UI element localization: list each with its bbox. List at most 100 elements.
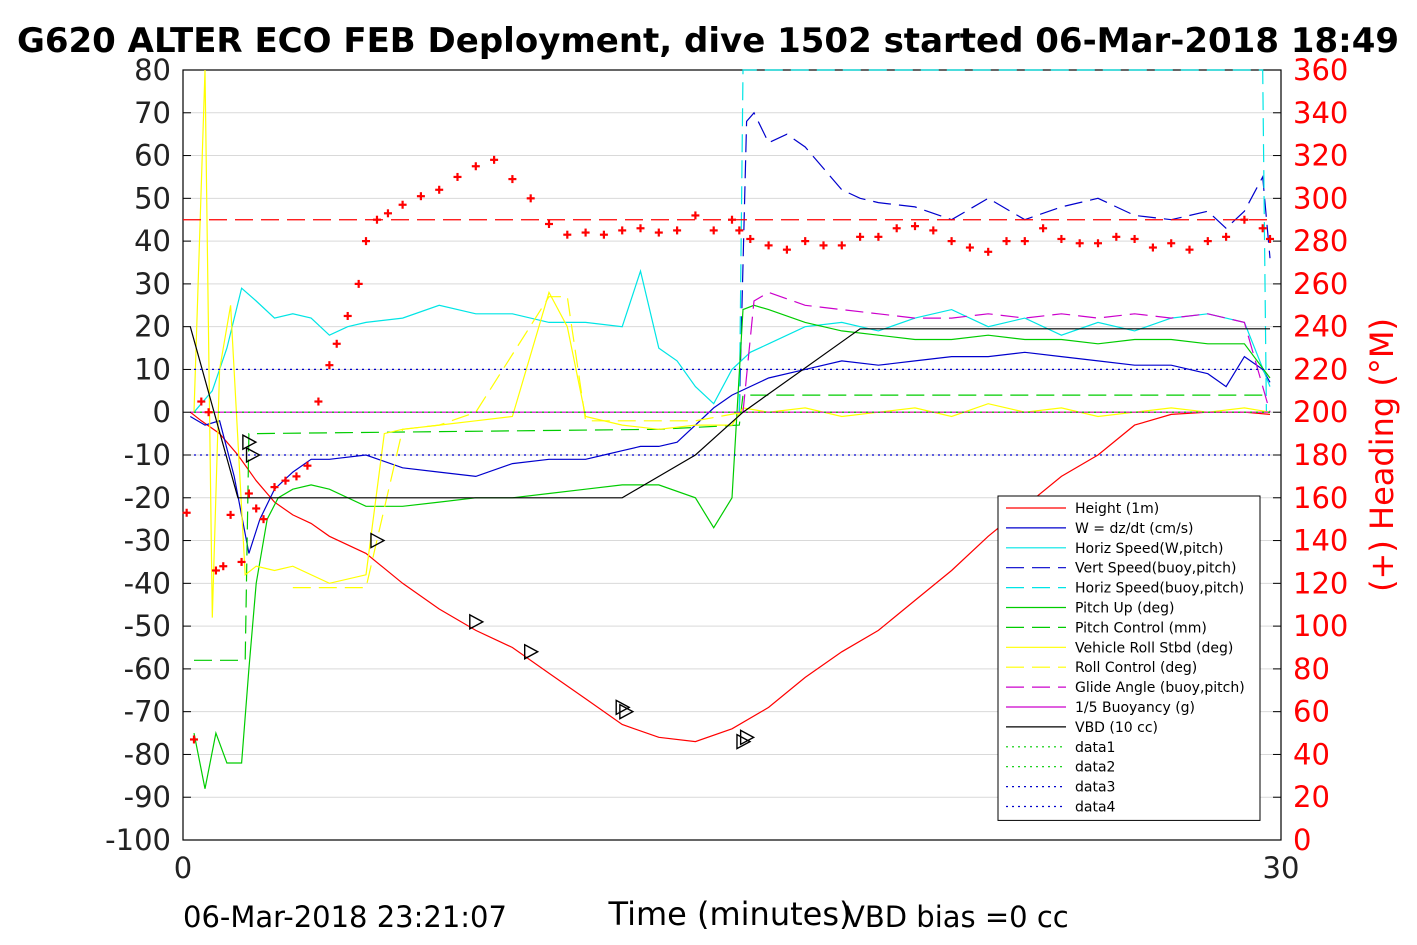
triangle-marker bbox=[245, 446, 262, 464]
left-y-tick-label: 30 bbox=[134, 267, 171, 301]
series-layer bbox=[189, 69, 1271, 789]
right-y-tick-label: 180 bbox=[1293, 438, 1348, 472]
triangle-marker bbox=[524, 643, 540, 660]
series-line-4 bbox=[738, 69, 1267, 413]
heading-point bbox=[453, 172, 462, 181]
heading-point bbox=[563, 230, 572, 239]
right-y-tick-label: 60 bbox=[1293, 695, 1330, 729]
heading-point bbox=[545, 220, 553, 228]
heading-point bbox=[244, 489, 253, 498]
legend-label: 1/5 Buoyancy (g) bbox=[1075, 700, 1195, 716]
series-line-8 bbox=[292, 296, 1270, 589]
left-y-tick-label: -100 bbox=[105, 823, 171, 857]
right-y-tick-label: 100 bbox=[1293, 609, 1348, 643]
heading-point bbox=[332, 339, 341, 348]
heading-point bbox=[343, 311, 352, 320]
heading-point bbox=[654, 228, 663, 237]
heading-point bbox=[764, 241, 773, 250]
heading-point bbox=[372, 215, 381, 224]
heading-point bbox=[1240, 215, 1249, 224]
x-tick-label: 30 bbox=[1263, 851, 1300, 885]
heading-point bbox=[837, 241, 846, 250]
heading-point bbox=[728, 215, 736, 224]
heading-point bbox=[182, 508, 191, 517]
footer-timestamp: 06-Mar-2018 23:21:07 bbox=[183, 900, 507, 934]
right-y-tick-label: 220 bbox=[1293, 352, 1348, 386]
legend-label: data3 bbox=[1075, 780, 1115, 796]
right-y-tick-label: 300 bbox=[1293, 181, 1348, 215]
heading-point bbox=[856, 232, 865, 241]
legend-label: Pitch Control (mm) bbox=[1075, 620, 1207, 636]
right-y-tick-label: 200 bbox=[1293, 395, 1348, 429]
right-y-axis-ticks: 3603403203002802602402202001801601401201… bbox=[1273, 53, 1348, 857]
heading-layer bbox=[182, 155, 1275, 744]
legend-label: data4 bbox=[1075, 800, 1116, 816]
heading-point bbox=[314, 397, 323, 406]
legend: Height (1m) W = dz/dt (cm/s) Horiz Speed(W… bbox=[997, 495, 1261, 821]
heading-point bbox=[416, 192, 425, 201]
heading-point bbox=[892, 224, 901, 233]
x-axis-label: Time (minutes) bbox=[608, 895, 852, 933]
series-line-3 bbox=[738, 111, 1271, 413]
heading-point bbox=[874, 232, 883, 241]
heading-point bbox=[189, 735, 198, 744]
heading-point bbox=[673, 226, 682, 235]
heading-point bbox=[746, 234, 755, 243]
legend-label: Height (1m) bbox=[1075, 501, 1159, 517]
heading-point bbox=[1167, 239, 1176, 248]
left-y-tick-label: -60 bbox=[124, 652, 171, 686]
heading-point bbox=[1203, 237, 1212, 246]
heading-point bbox=[252, 504, 261, 513]
left-y-axis-ticks: 80 70 60 50 40 30 20 10 0 -10 -20 -30 -40 -50 -60 -70 -8… bbox=[105, 53, 191, 857]
heading-point bbox=[270, 483, 279, 492]
x-axis-ticks: 0 30 bbox=[174, 851, 1300, 885]
left-y-tick-label: -40 bbox=[124, 566, 171, 600]
right-y-tick-label: 320 bbox=[1293, 139, 1348, 173]
legend-label: W = dz/dt (cm/s) bbox=[1075, 521, 1194, 537]
heading-point bbox=[636, 224, 645, 233]
right-y-tick-label: 260 bbox=[1293, 267, 1348, 301]
left-y-tick-label: 50 bbox=[134, 181, 171, 215]
heading-point bbox=[325, 361, 334, 370]
left-y-tick-label: -80 bbox=[124, 737, 171, 771]
series-line-1 bbox=[189, 351, 1271, 554]
heading-point bbox=[1075, 239, 1084, 248]
left-y-tick-label: 20 bbox=[134, 310, 171, 344]
series-line-2 bbox=[193, 268, 1271, 413]
heading-point bbox=[354, 279, 363, 288]
chart-title: G620 ALTER ECO FEB Deployment, dive 1502… bbox=[17, 21, 1399, 61]
heading-point bbox=[599, 230, 608, 239]
right-y-tick-label: 280 bbox=[1293, 224, 1348, 258]
right-y-tick-label: 240 bbox=[1293, 310, 1348, 344]
heading-point bbox=[929, 226, 938, 235]
series-line-7 bbox=[193, 69, 1271, 618]
heading-point bbox=[471, 162, 480, 171]
triangle-marker bbox=[469, 613, 485, 631]
legend-label: data2 bbox=[1075, 760, 1115, 776]
heading-point bbox=[526, 194, 535, 203]
heading-point bbox=[398, 200, 407, 209]
heading-point bbox=[618, 226, 627, 235]
series-line-0 bbox=[189, 411, 1271, 743]
heading-point bbox=[362, 237, 370, 246]
heading-point bbox=[281, 476, 290, 485]
heading-point bbox=[211, 566, 220, 575]
heading-point bbox=[292, 472, 301, 481]
right-y-tick-label: 40 bbox=[1293, 737, 1330, 771]
right-y-axis-label: (+) Heading (°M) bbox=[1363, 318, 1401, 592]
triangle-marker bbox=[739, 729, 756, 746]
triangle-marker bbox=[242, 433, 258, 451]
right-y-tick-label: 20 bbox=[1293, 780, 1330, 814]
heading-point bbox=[965, 243, 974, 252]
heading-point bbox=[219, 562, 228, 571]
heading-point bbox=[581, 228, 590, 237]
legend-label: Vehicle Roll Stbd (deg) bbox=[1075, 640, 1233, 656]
heading-point bbox=[303, 461, 312, 470]
heading-point bbox=[1002, 237, 1011, 246]
legend-label: Pitch Up (deg) bbox=[1075, 601, 1174, 617]
left-y-tick-label: 10 bbox=[134, 352, 171, 386]
left-y-tick-label: -30 bbox=[124, 524, 171, 558]
right-y-tick-label: 340 bbox=[1293, 96, 1348, 130]
left-y-tick-label: 80 bbox=[134, 53, 171, 87]
